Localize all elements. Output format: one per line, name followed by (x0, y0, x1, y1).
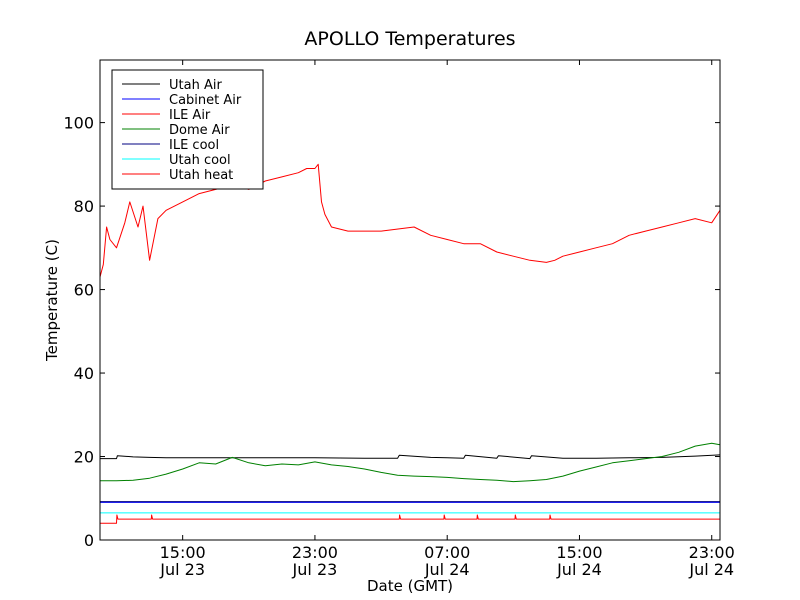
chart-title: APOLLO Temperatures (304, 28, 515, 50)
y-tick-label: 0 (84, 531, 94, 550)
legend-label: ILE cool (169, 138, 219, 153)
x-tick-date: Jul 24 (556, 560, 602, 579)
x-tick-date: Jul 23 (159, 560, 205, 579)
x-tick-date: Jul 24 (424, 560, 470, 579)
legend-label: Utah heat (169, 168, 233, 183)
x-axis-label: Date (GMT) (367, 577, 453, 595)
x-tick-date: Jul 24 (688, 560, 734, 579)
y-tick-label: 60 (74, 281, 94, 300)
x-tick-time: 23:00 (292, 543, 338, 562)
x-tick-time: 07:00 (424, 543, 470, 562)
series-line-0 (100, 454, 721, 460)
series-line-2 (99, 163, 721, 278)
series-line-6 (100, 514, 720, 524)
plot-frame (99, 59, 721, 541)
y-tick-label: 40 (74, 364, 94, 383)
y-axis-label: Temperature (C) (43, 239, 61, 362)
legend-label: Utah Air (169, 78, 222, 93)
legend-label: Cabinet Air (169, 93, 242, 108)
x-tick-time: 23:00 (689, 543, 735, 562)
legend-label: Utah cool (169, 153, 231, 168)
series-line-3 (100, 442, 721, 483)
legend-label: ILE Air (169, 108, 211, 123)
y-tick-label: 100 (63, 114, 94, 133)
y-tick-label: 80 (74, 197, 94, 216)
y-axis: 0 20 40 60 80 100 (63, 114, 720, 550)
x-tick-date: Jul 23 (292, 560, 338, 579)
legend-label: Dome Air (169, 123, 230, 138)
x-tick-time: 15:00 (160, 543, 206, 562)
x-tick-time: 15:00 (556, 543, 602, 562)
plot-area (99, 163, 721, 524)
y-tick-label: 20 (74, 448, 94, 467)
